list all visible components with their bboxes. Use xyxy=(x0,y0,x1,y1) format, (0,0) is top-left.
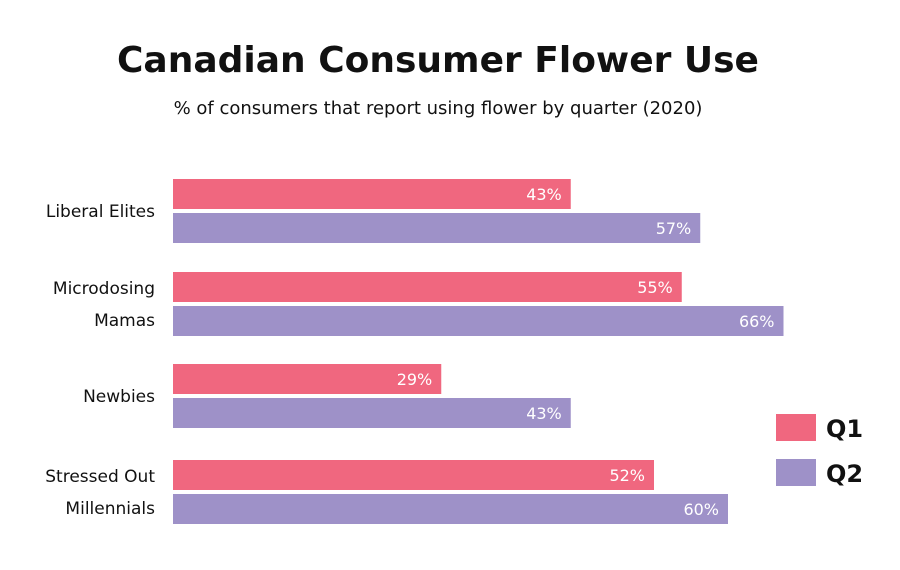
data-label: 60% xyxy=(683,500,719,519)
chart-subtitle: % of consumers that report using flower … xyxy=(174,98,703,119)
data-label: 43% xyxy=(526,185,562,204)
legend-swatch-q2 xyxy=(776,459,816,486)
bar-q2 xyxy=(173,494,728,524)
data-label: 52% xyxy=(609,466,645,485)
data-label: 43% xyxy=(526,404,562,423)
legend-label-q2: Q2 xyxy=(826,460,863,488)
category-label: Microdosing Mamas xyxy=(53,279,155,331)
category-label: Stressed Out Millennials xyxy=(45,467,155,519)
legend-label-q1: Q1 xyxy=(826,415,863,443)
bar-q2 xyxy=(173,306,784,336)
legend-swatch-q1 xyxy=(776,414,816,441)
data-label: 29% xyxy=(397,370,433,389)
data-label: 55% xyxy=(637,278,673,297)
bar-q1 xyxy=(173,179,571,209)
bar-q1 xyxy=(173,460,654,490)
bar-q2 xyxy=(173,213,701,243)
category-label: Liberal Elites xyxy=(46,202,155,222)
bar-q2 xyxy=(173,398,571,428)
data-label: 57% xyxy=(656,219,692,238)
data-label: 66% xyxy=(739,312,775,331)
bar-q1 xyxy=(173,364,442,394)
chart-title: Canadian Consumer Flower Use xyxy=(117,40,759,81)
category-label: Newbies xyxy=(83,387,155,407)
bar-q1 xyxy=(173,272,682,302)
